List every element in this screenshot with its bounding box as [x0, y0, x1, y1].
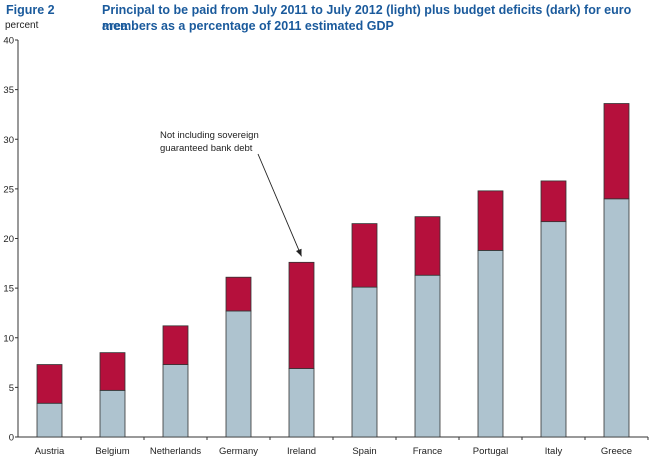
annotation-arrowhead	[296, 248, 302, 257]
bar-segment-deficit	[36, 364, 63, 404]
y-tick-label: 20	[3, 234, 14, 245]
bar-segment-principal	[162, 364, 189, 438]
y-tick-label: 25	[3, 184, 14, 195]
bar-segment-principal	[225, 310, 252, 438]
y-tick-label: 35	[3, 85, 14, 96]
y-tick-label: 5	[9, 383, 14, 394]
annotation-arrow-line	[257, 153, 302, 257]
bar-segment-principal	[414, 274, 441, 438]
x-tick-label: France	[413, 446, 443, 457]
y-tick-label: 10	[3, 333, 14, 344]
title-line-1: Principal to be paid from July 2011 to J…	[102, 3, 632, 33]
x-tick-label: Austria	[35, 446, 65, 457]
y-axis-label: percent	[5, 20, 39, 31]
bar-segment-principal	[603, 198, 630, 438]
x-tick-label: Spain	[352, 446, 376, 457]
x-tick-label: Ireland	[287, 446, 316, 457]
annotation-text: Not including sovereign	[160, 130, 259, 141]
bar-segment-principal	[351, 286, 378, 438]
bar-segment-deficit	[351, 223, 378, 288]
x-tick-label: Germany	[219, 446, 258, 457]
bar-segment-principal	[477, 250, 504, 438]
y-tick-label: 0	[9, 433, 14, 444]
chart-title: Figure 2 Principal to be paid from July …	[6, 2, 646, 33]
bar-segment-deficit	[477, 190, 504, 251]
bar-segment-deficit	[603, 103, 630, 200]
bar-segment-principal	[288, 368, 315, 438]
figure-label: Figure 2	[6, 3, 55, 17]
y-tick-label: 40	[3, 36, 14, 47]
bar-segment-deficit	[414, 216, 441, 276]
title-line-2: members as a percentage of 2011 estimate…	[102, 19, 394, 33]
x-tick-label: Belgium	[95, 446, 129, 457]
bar-segment-principal	[99, 389, 126, 438]
bar-segment-principal	[36, 402, 63, 438]
x-tick-label: Portugal	[473, 446, 508, 457]
bar-segment-deficit	[162, 325, 189, 365]
x-tick-label: Italy	[545, 446, 563, 457]
x-tick-label: Netherlands	[150, 446, 201, 457]
bar-segment-deficit	[99, 352, 126, 391]
y-tick-label: 15	[3, 284, 14, 295]
annotation-text: guaranteed bank debt	[160, 143, 253, 154]
y-tick-label: 30	[3, 135, 14, 146]
x-tick-label: Greece	[601, 446, 632, 457]
bar-segment-deficit	[540, 180, 567, 223]
bar-segment-principal	[540, 221, 567, 438]
bar-segment-deficit	[288, 261, 315, 369]
bar-segment-deficit	[225, 276, 252, 312]
